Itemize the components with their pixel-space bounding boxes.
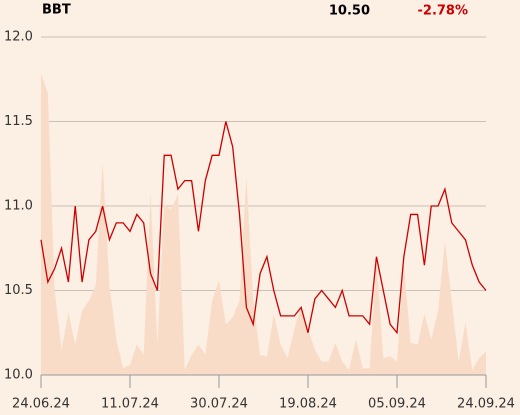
y-tick-label: 10.5 xyxy=(4,283,33,298)
x-tick-label: 30.07.24 xyxy=(190,397,248,412)
price-line xyxy=(40,121,487,335)
symbol: BBT xyxy=(42,3,71,18)
y-tick-label: 11.0 xyxy=(4,199,33,214)
x-tick-label: 24.09.24 xyxy=(457,397,515,412)
volume-area xyxy=(41,74,486,376)
price-change: -2.78% xyxy=(418,4,469,19)
y-tick-label: 12.0 xyxy=(4,30,33,45)
last-price: 10.50 xyxy=(329,4,370,19)
x-tick-label: 19.08.24 xyxy=(279,397,337,412)
x-tick-label: 11.07.24 xyxy=(101,397,159,412)
x-tick-label: 24.06.24 xyxy=(12,397,70,412)
x-tick-label: 05.09.24 xyxy=(368,397,426,412)
y-tick-label: 10.0 xyxy=(4,368,33,383)
y-tick-label: 11.5 xyxy=(4,114,33,129)
